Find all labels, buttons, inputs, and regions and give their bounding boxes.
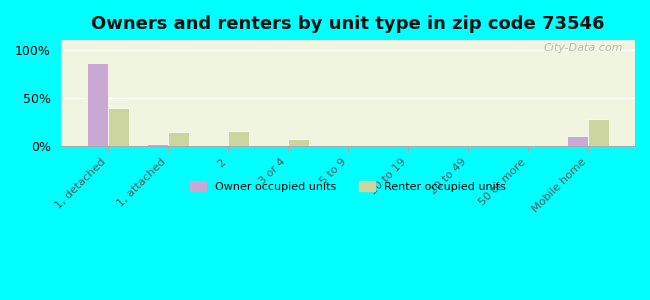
Bar — [168, 132, 188, 146]
Bar — [567, 136, 588, 146]
Bar — [108, 108, 129, 146]
Bar — [288, 139, 309, 146]
Bar — [86, 63, 108, 146]
Bar — [147, 143, 168, 146]
Title: Owners and renters by unit type in zip code 73546: Owners and renters by unit type in zip c… — [91, 15, 604, 33]
Bar — [227, 131, 249, 146]
Legend: Owner occupied units, Renter occupied units: Owner occupied units, Renter occupied un… — [185, 176, 510, 196]
Bar — [588, 119, 609, 146]
Text: City-Data.com: City-Data.com — [544, 43, 623, 53]
